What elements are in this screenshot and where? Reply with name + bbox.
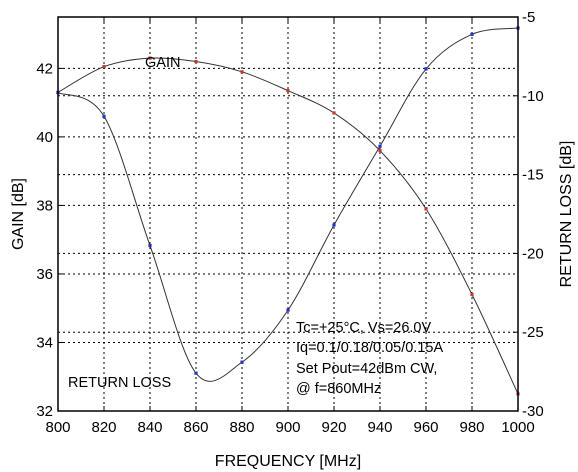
return-loss-point	[378, 144, 382, 148]
return-loss-point	[332, 223, 336, 227]
grid	[58, 17, 518, 411]
return-loss-point	[470, 32, 474, 36]
x-tick-label: 800	[45, 419, 70, 436]
x-tick-label: 940	[367, 419, 392, 436]
x-tick-label: 980	[459, 419, 484, 436]
return-loss-series-label: RETURN LOSS	[68, 375, 171, 391]
y-left-tick-label: 42	[36, 60, 53, 77]
y-left-tick-label: 36	[36, 266, 53, 283]
return-loss-point	[240, 360, 244, 364]
return-loss-point	[148, 243, 152, 248]
return-loss-point	[286, 308, 290, 312]
gain-point	[148, 56, 152, 60]
y-right-tick-label: -15	[522, 167, 544, 184]
condition-line-3: Set Pout=42dBm CW,	[296, 361, 437, 377]
y-right-tick-label: -30	[522, 403, 544, 420]
x-tick-label: 1000	[501, 419, 534, 436]
y-right-tick-label: -20	[522, 245, 544, 262]
x-tick-label: 840	[137, 419, 162, 436]
y-right-tick-label: -10	[522, 88, 544, 105]
x-tick-label: 880	[229, 419, 254, 436]
gain-point	[470, 292, 474, 297]
y-left-tick-label: 32	[36, 403, 53, 420]
condition-line-4: @ f=860MHz	[296, 381, 381, 397]
gain-point	[102, 65, 106, 69]
markers	[56, 26, 520, 396]
gain-point	[240, 70, 244, 74]
y-axis-left-label: GAIN [dB]	[10, 178, 27, 250]
gain-series-label: GAIN	[145, 55, 180, 71]
condition-line-1: Tc=+25°C, Vs=26.0V	[296, 320, 432, 336]
y-right-tick-label: -5	[522, 9, 535, 26]
return-loss-point	[102, 114, 106, 118]
y-left-tick-label: 34	[36, 334, 53, 351]
gain-point	[378, 149, 382, 153]
x-tick-label: 960	[413, 419, 438, 436]
condition-line-2: Iq=0.1/0.18/0.05/0.15A	[296, 340, 443, 356]
y-axis-right-label: RETURN LOSS [dB]	[558, 141, 575, 288]
gain-line	[57, 57, 519, 395]
x-axis-label: FREQUENCY [MHz]	[215, 453, 361, 470]
x-tick-label: 900	[275, 419, 300, 436]
gain-point	[332, 111, 336, 115]
y-right-tick-label: -25	[522, 324, 544, 341]
gain-point	[194, 59, 198, 64]
x-tick-label: 860	[183, 419, 208, 436]
y-left-tick-label: 38	[36, 197, 53, 214]
x-tick-label: 920	[321, 419, 346, 436]
gain-point	[286, 89, 290, 93]
return-loss-point	[194, 371, 198, 375]
x-tick-label: 820	[91, 419, 116, 436]
gain-point	[424, 207, 428, 211]
return-loss-point	[424, 67, 428, 71]
ticks: 800 820 840 860 880 900 920 940 960 980 1000 32 34 36…	[36, 9, 543, 436]
y-left-tick-label: 40	[36, 129, 53, 146]
